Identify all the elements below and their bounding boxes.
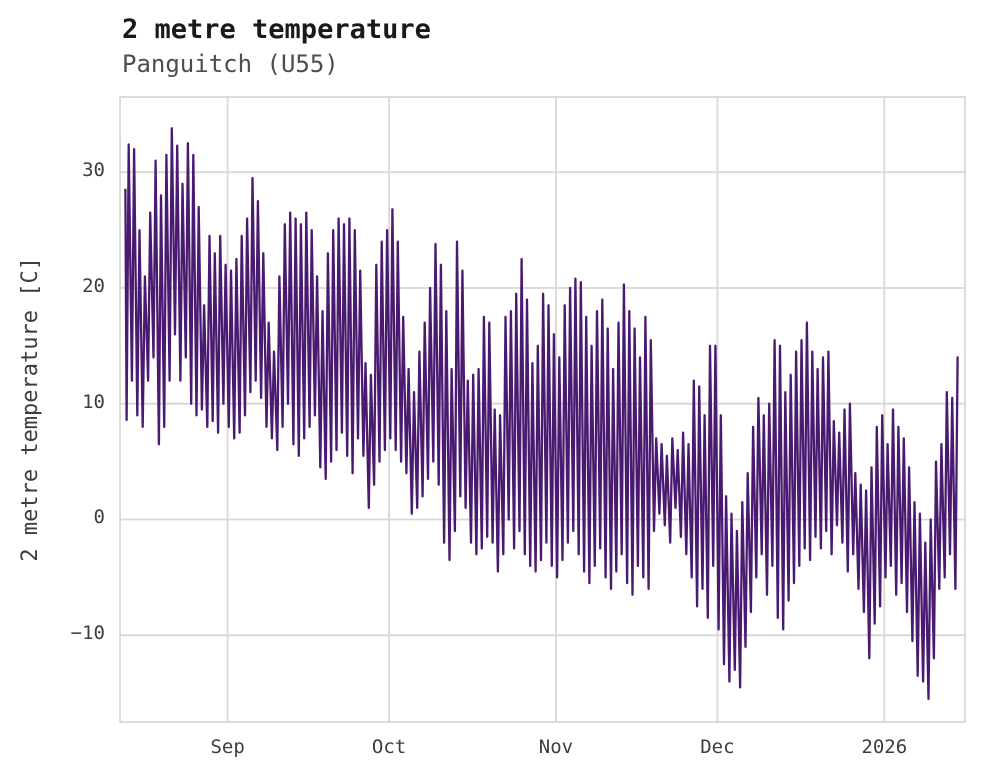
x-tick-label: Nov	[538, 736, 574, 758]
y-tick-label: 0	[93, 506, 105, 529]
x-tick-label: Oct	[371, 736, 407, 758]
x-tick-label: Sep	[210, 736, 245, 758]
plot-frame	[119, 96, 966, 723]
y-tick-label: 20	[82, 274, 105, 297]
y-tick-label: 10	[82, 390, 105, 413]
y-tick-label: −10	[70, 622, 105, 645]
y-tick-label: 30	[82, 159, 105, 182]
x-tick-label: Dec	[700, 736, 735, 758]
temperature-line	[124, 127, 959, 701]
chart-subtitle: Panguitch (U55)	[122, 50, 339, 78]
x-tick-label: 2026	[861, 736, 908, 758]
chart-title: 2 metre temperature	[122, 14, 431, 45]
